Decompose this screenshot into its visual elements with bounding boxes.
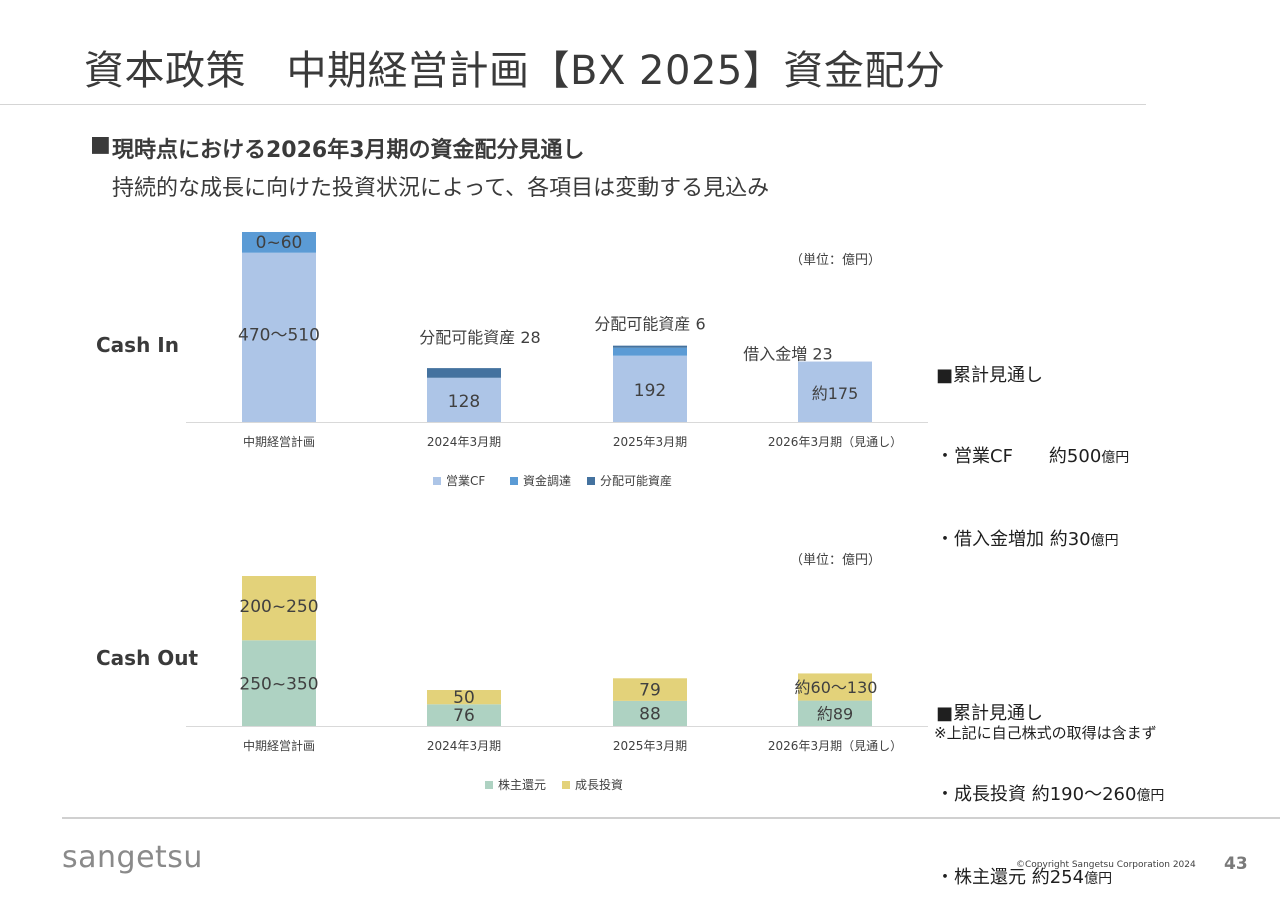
data-label: 借入金増 23 bbox=[743, 345, 832, 364]
legend-swatch bbox=[587, 477, 595, 485]
cash-out-summary-line1: ・成長投資 約190～260億円 bbox=[936, 784, 1165, 805]
legend-label: 成長投資 bbox=[575, 777, 623, 792]
cash-out-summary: ■累計見通し ・成長投資 約190～260億円 ・株主還元 約254億円 bbox=[936, 646, 1164, 920]
bar-segment bbox=[427, 368, 501, 378]
bar-segment bbox=[427, 690, 501, 705]
cash-in-summary-line2: ・借入金増加 約30億円 bbox=[936, 529, 1119, 550]
bar-segment bbox=[798, 361, 872, 422]
x-tick-label: 2024年3月期 bbox=[427, 739, 501, 753]
cash-out-summary-line2: ・株主還元 約254億円 bbox=[936, 867, 1113, 888]
bar-segment bbox=[242, 232, 316, 253]
legend-label: 資金調達 bbox=[523, 473, 571, 488]
data-label: 約60～130 bbox=[795, 678, 878, 697]
bar-segment bbox=[613, 347, 687, 356]
legend-label: 株主還元 bbox=[498, 777, 546, 792]
data-label: 76 bbox=[453, 706, 475, 726]
cash-in-summary: ■累計見通し ・営業CF 約500億円 ・借入金増加 約30億円 bbox=[936, 308, 1129, 582]
footer-divider bbox=[62, 817, 1280, 819]
data-label: 分配可能資産 6 bbox=[594, 315, 705, 334]
data-label: 79 bbox=[639, 681, 661, 701]
data-label: 分配可能資産 28 bbox=[419, 328, 540, 347]
bar-segment bbox=[242, 252, 316, 422]
data-label: 50 bbox=[453, 688, 475, 708]
company-logo: sangetsu bbox=[62, 840, 203, 875]
cash-in-label: Cash In bbox=[96, 333, 179, 357]
legend-swatch bbox=[485, 781, 493, 789]
legend-label: 営業CF bbox=[446, 474, 485, 488]
x-tick-label: 2026年3月期（見通し） bbox=[768, 739, 902, 753]
legend-swatch bbox=[562, 781, 570, 789]
data-label: 128 bbox=[448, 392, 480, 412]
subtitle-main: 現時点における2026年3月期の資金配分見通し bbox=[112, 138, 585, 163]
data-label: 0~60 bbox=[256, 233, 303, 253]
x-tick-label: 中期経営計画 bbox=[243, 738, 315, 753]
subtitle-sub: 持続的な成長に向けた投資状況によって、各項目は変動する見込み bbox=[112, 176, 770, 201]
cash-in-unit-note: （単位：億円） bbox=[790, 253, 882, 268]
title-divider bbox=[0, 104, 1146, 105]
data-label: 470～510 bbox=[238, 325, 320, 345]
data-label: 約89 bbox=[817, 704, 853, 723]
cash-out-label: Cash Out bbox=[96, 646, 199, 670]
bar-segment bbox=[798, 700, 872, 726]
legend-label: 分配可能資産 bbox=[600, 473, 672, 488]
cash-out-unit-note: （単位：億円） bbox=[790, 553, 882, 568]
x-tick-label: 2026年3月期（見通し） bbox=[768, 435, 902, 449]
bar-segment bbox=[427, 704, 501, 726]
subtitle-bullet: ■ bbox=[90, 132, 111, 157]
cash-in-summary-heading: ■累計見通し bbox=[936, 365, 1044, 386]
data-label: 250~350 bbox=[239, 674, 318, 694]
cash-in-summary-line1: ・営業CF 約500億円 bbox=[936, 446, 1130, 467]
slide-title: 資本政策 中期経営計画【BX 2025】資金配分 bbox=[84, 48, 946, 94]
cash-out-summary-heading: ■累計見通し bbox=[936, 703, 1044, 724]
data-label: 192 bbox=[634, 381, 666, 401]
x-tick-label: 2025年3月期 bbox=[613, 435, 687, 449]
bar-segment bbox=[242, 640, 316, 726]
copyright-notice: ©Copyright Sangetsu Corporation 2024 bbox=[1016, 860, 1196, 870]
bar-segment bbox=[613, 355, 687, 422]
bar-segment bbox=[613, 700, 687, 726]
bar-segment bbox=[613, 678, 687, 701]
data-label: 約175 bbox=[812, 384, 859, 403]
cash-out-summary-note: ※上記に自己株式の取得は含まず bbox=[934, 724, 1157, 742]
page-number: 43 bbox=[1224, 854, 1248, 874]
x-tick-label: 中期経営計画 bbox=[243, 434, 315, 449]
data-label: 88 bbox=[639, 704, 661, 724]
x-tick-label: 2025年3月期 bbox=[613, 739, 687, 753]
data-label: 200~250 bbox=[239, 597, 318, 617]
legend-swatch bbox=[433, 477, 441, 485]
legend-swatch bbox=[510, 477, 518, 485]
x-tick-label: 2024年3月期 bbox=[427, 435, 501, 449]
bar-segment bbox=[613, 345, 687, 348]
bar-segment bbox=[427, 377, 501, 422]
bar-segment bbox=[242, 576, 316, 641]
bar-segment bbox=[798, 673, 872, 701]
